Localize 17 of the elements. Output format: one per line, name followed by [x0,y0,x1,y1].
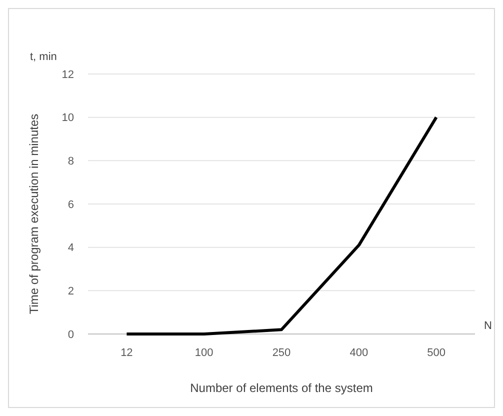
y-tick-label: 2 [68,286,74,298]
x-tick-label: 100 [194,347,214,359]
text: N [484,320,492,332]
y-tick-label: 4 [68,242,74,254]
y-tick-label: 12 [62,68,74,81]
y-axis-title: Time of program execution in minutes [27,114,41,314]
y-tick-label: 6 [68,198,74,211]
x-tick-label: 12 [120,347,133,359]
line-series [125,116,438,336]
y-tick-label: 10 [62,112,74,124]
y-tick-label: 8 [68,156,74,168]
text: t, min [30,51,57,63]
x-tick-label: 400 [350,347,368,359]
x-tick-label: 250 [272,347,291,359]
y-tick-label: 0 [68,328,74,341]
x-tick-label: 500 [427,347,446,359]
x-axis-title: Number of elements of the system [190,381,373,395]
